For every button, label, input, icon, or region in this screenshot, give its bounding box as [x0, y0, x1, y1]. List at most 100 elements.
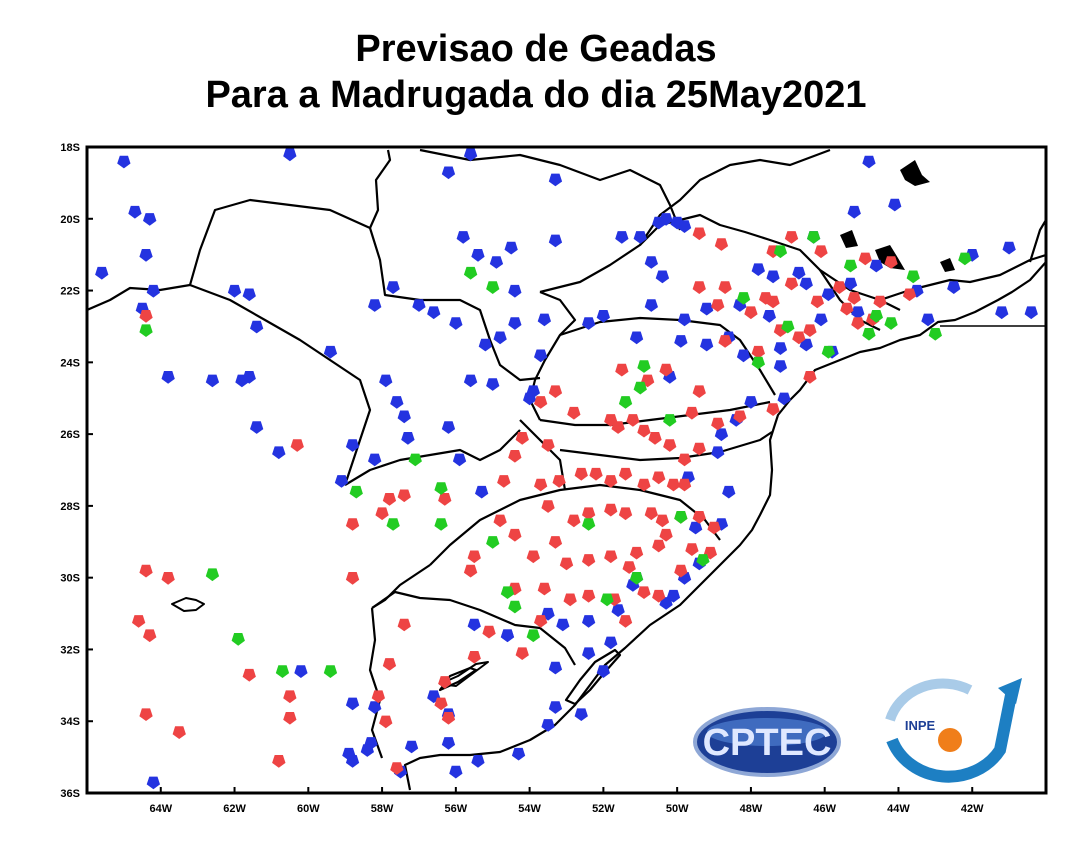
- station-blue: [511, 747, 526, 761]
- station-blue: [471, 755, 485, 768]
- station-red: [345, 572, 360, 585]
- station-green: [821, 345, 835, 359]
- y-tick-label: 34S: [60, 716, 80, 728]
- station-blue: [574, 708, 588, 721]
- lagoon: [564, 648, 622, 706]
- station-blue: [629, 331, 644, 345]
- x-tick-label: 62W: [223, 803, 246, 815]
- station-red: [858, 252, 872, 266]
- station-red: [629, 546, 644, 560]
- station-markers: [95, 148, 1038, 790]
- station-red: [283, 712, 297, 725]
- station-green: [751, 356, 765, 370]
- station-red: [272, 755, 286, 768]
- station-blue: [475, 485, 489, 499]
- station-blue: [766, 270, 780, 284]
- x-tick-label: 54W: [518, 803, 541, 815]
- station-red: [637, 478, 651, 492]
- station-blue: [404, 740, 419, 754]
- border-rs-uruguay: [371, 590, 576, 666]
- station-blue: [368, 701, 382, 714]
- border-rs-argentina: [429, 483, 721, 566]
- station-blue: [161, 371, 175, 384]
- station-red: [718, 281, 732, 294]
- station-blue: [463, 374, 478, 388]
- station-red: [604, 503, 618, 517]
- x-tick-label: 42W: [961, 803, 984, 815]
- coastline: [403, 261, 1046, 791]
- station-red: [283, 690, 297, 704]
- station-red: [637, 424, 651, 438]
- station-blue: [862, 155, 876, 169]
- station-blue: [412, 299, 426, 312]
- station-green: [386, 518, 400, 531]
- station-red: [382, 493, 397, 506]
- station-blue: [386, 281, 400, 294]
- station-red: [618, 507, 633, 521]
- station-blue: [139, 249, 153, 262]
- station-red: [692, 281, 706, 294]
- station-red: [515, 432, 529, 445]
- station-red: [884, 256, 898, 269]
- station-red: [139, 564, 153, 578]
- station-blue: [814, 313, 828, 327]
- station-blue: [493, 331, 507, 345]
- station-red: [482, 625, 496, 639]
- x-tick-label: 60W: [297, 803, 320, 815]
- axis-labels: 18S 20S 22S 24S 26S 28S 30S 32S 34S 36S 64W 62W 60W 5…: [60, 142, 984, 815]
- station-red: [663, 439, 677, 452]
- station-blue: [700, 338, 714, 352]
- station-blue: [821, 288, 835, 302]
- station-red: [784, 277, 799, 291]
- border-mg-go: [639, 148, 831, 246]
- station-red: [548, 385, 563, 398]
- station-red: [534, 615, 548, 628]
- station-red: [902, 288, 917, 302]
- station-blue: [843, 277, 858, 291]
- station-red: [567, 406, 581, 420]
- border-uruguay: [368, 607, 384, 759]
- station-red: [438, 676, 452, 689]
- station-green: [486, 536, 500, 549]
- station-blue: [548, 234, 563, 248]
- station-blue: [655, 270, 670, 284]
- station-blue: [205, 374, 220, 388]
- inpe-logo-text: INPE: [905, 718, 936, 733]
- station-red: [515, 647, 529, 660]
- station-blue: [659, 213, 673, 226]
- station-green: [486, 281, 500, 294]
- y-tick-label: 32S: [60, 644, 80, 656]
- station-red: [744, 306, 758, 320]
- bay-outline: [439, 661, 489, 687]
- station-red: [290, 439, 304, 452]
- station-blue: [677, 313, 692, 327]
- x-tick-label: 50W: [666, 803, 689, 815]
- station-red: [692, 227, 706, 241]
- station-blue: [478, 338, 492, 352]
- station-red: [541, 439, 555, 452]
- station-blue: [644, 256, 658, 269]
- station-blue: [596, 665, 610, 678]
- station-blue: [486, 378, 500, 391]
- station-red: [622, 561, 636, 574]
- station-red: [582, 589, 596, 603]
- station-green: [139, 324, 153, 337]
- station-red: [434, 697, 448, 711]
- station-red: [711, 417, 725, 431]
- station-blue: [773, 342, 788, 355]
- map-title-line1: Previsao de Geadas: [355, 28, 717, 70]
- station-blue: [688, 521, 703, 535]
- station-green: [958, 252, 972, 266]
- station-green: [781, 320, 795, 334]
- station-red: [242, 668, 256, 682]
- station-red: [508, 450, 522, 463]
- y-tick-label: 30S: [60, 573, 80, 585]
- station-green: [928, 328, 942, 341]
- station-blue: [921, 313, 935, 327]
- station-green: [862, 328, 876, 341]
- station-red: [618, 615, 633, 628]
- station-blue: [582, 615, 596, 628]
- station-red: [537, 582, 551, 596]
- station-green: [600, 593, 614, 607]
